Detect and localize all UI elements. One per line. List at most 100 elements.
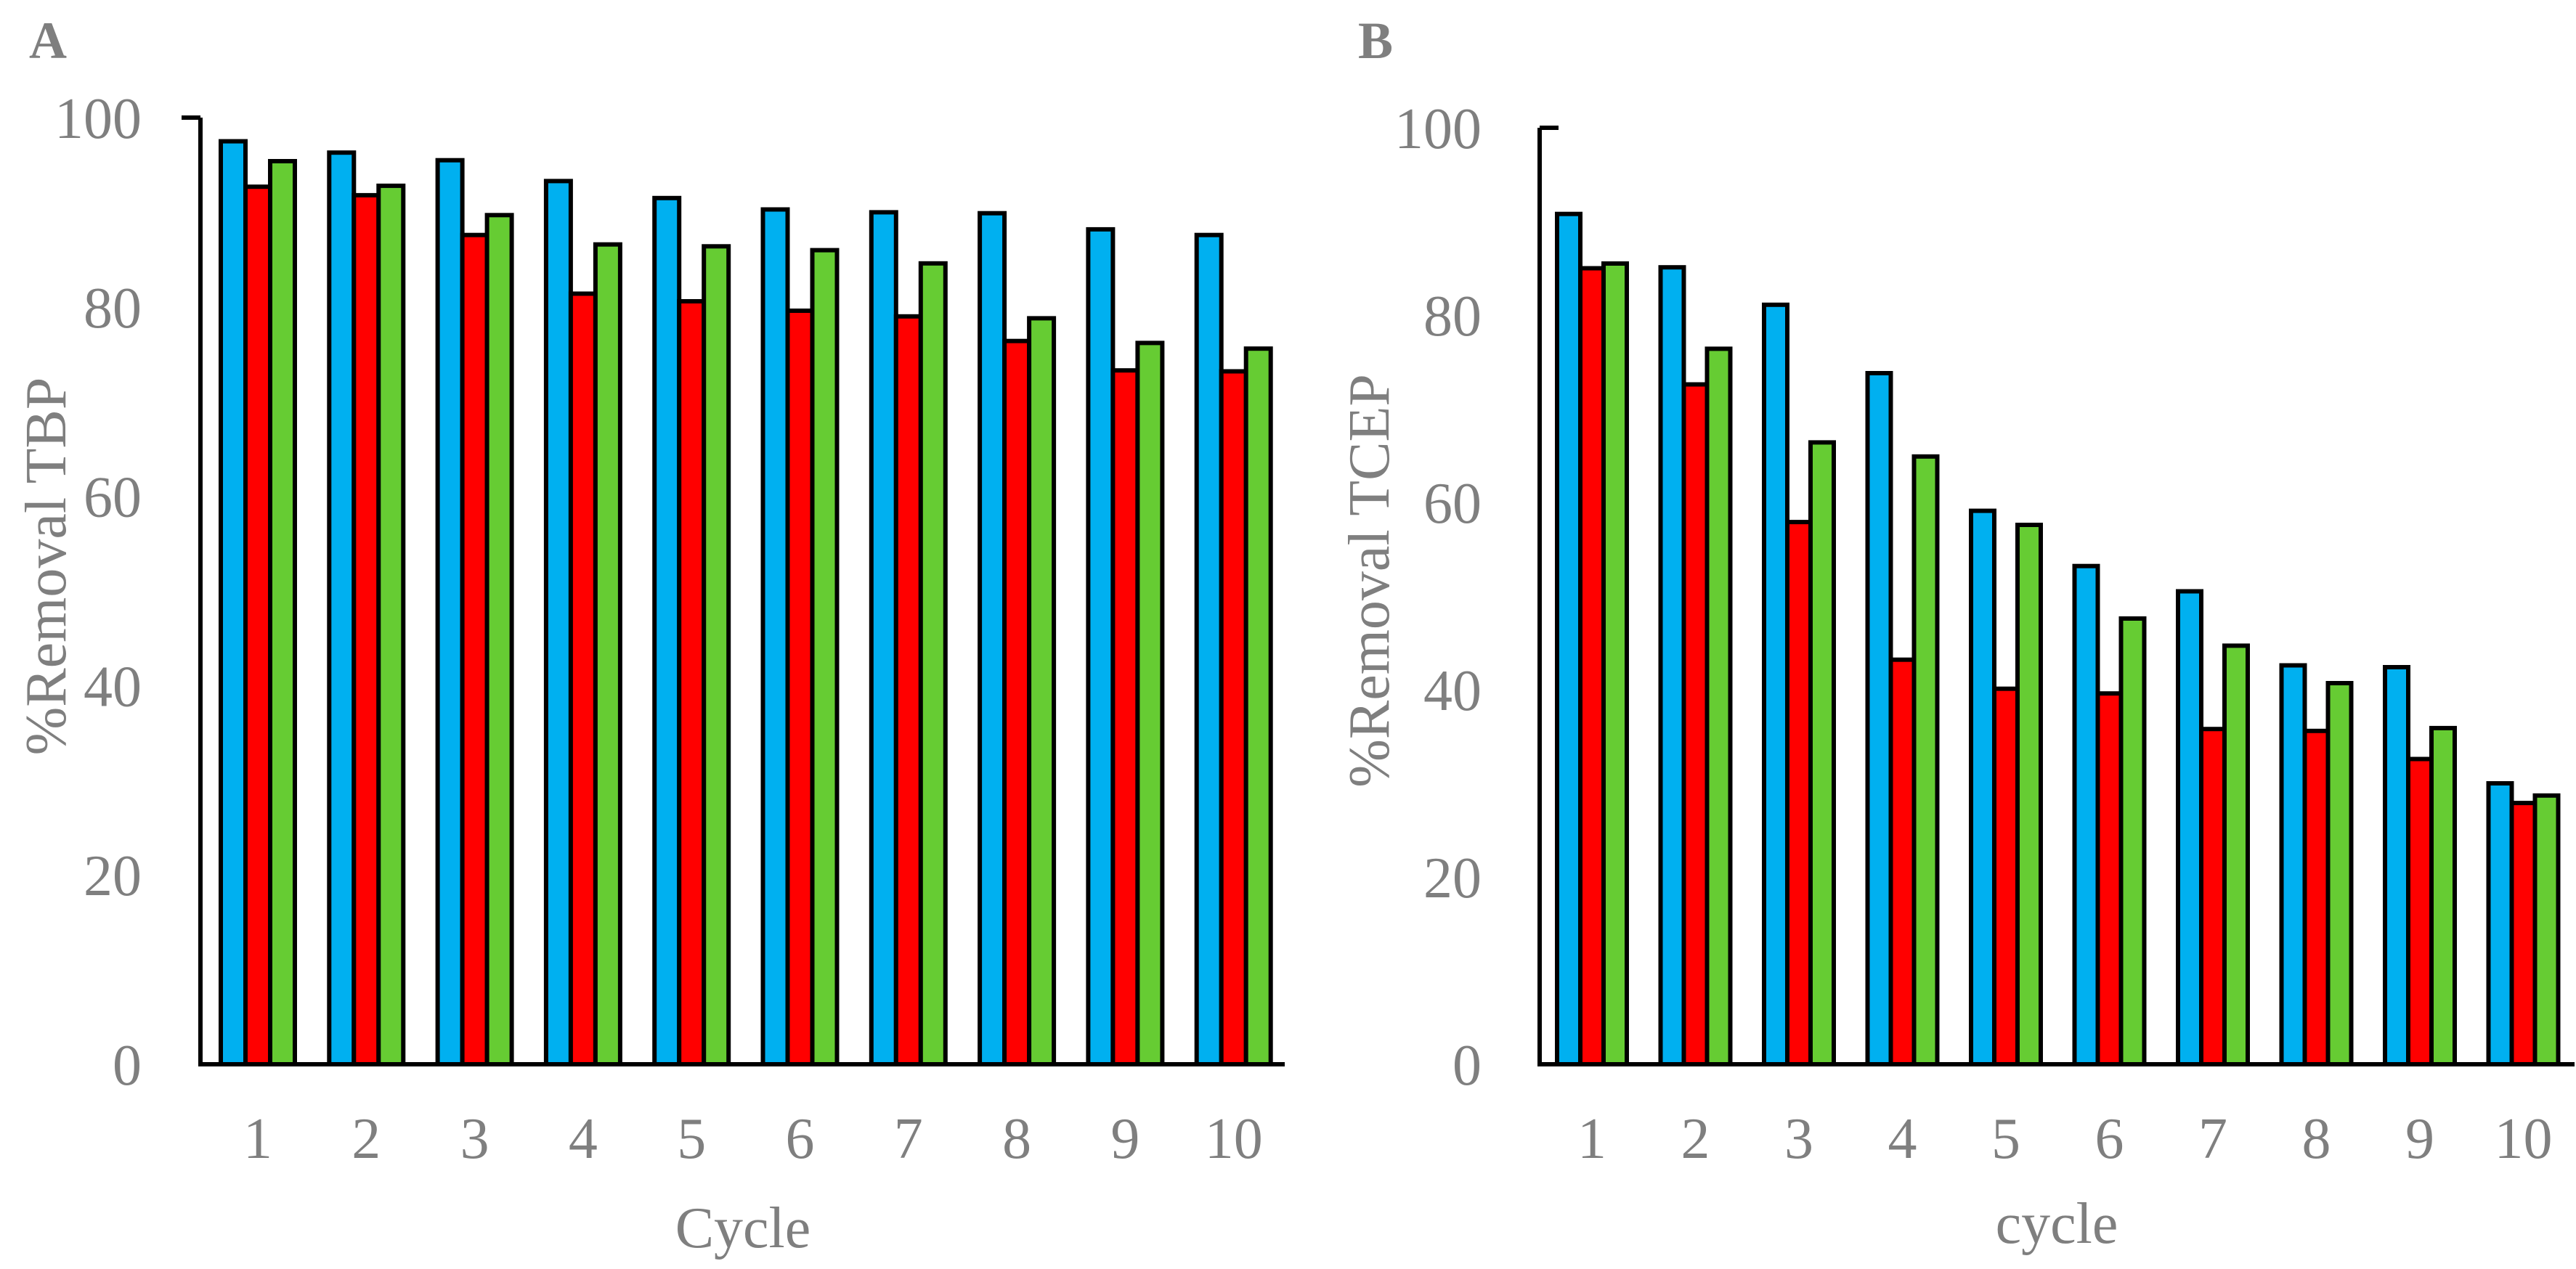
x-tick-label: 3	[1784, 1107, 1813, 1171]
bar-cycle-1-series-3	[268, 159, 297, 1066]
x-ticks-a: 1 2 3 4 5 6 7 8 9 10	[243, 1107, 1263, 1171]
bar-cycle-5-series-2	[1992, 686, 2020, 1066]
y-ticks-b: 0 20 40 60 80 100	[1394, 97, 1482, 1098]
y-axis-title-b: %Removal TCEP	[1338, 374, 1402, 788]
bar-cycle-2-series-2	[352, 192, 381, 1066]
y-tick-label: 40	[84, 655, 142, 719]
bar-cycle-1-series-1	[219, 139, 248, 1067]
bar-cycle-9-series-1	[1086, 227, 1116, 1066]
y-tick-label: 40	[1423, 659, 1482, 723]
bars-a	[219, 139, 1273, 1067]
panel-b: B 0 20 40 60 80 100 1 2 3 4 5 6 7 8 9 10 cycle %Remova…	[1338, 12, 2575, 1256]
bar-cycle-7-series-1	[2176, 589, 2203, 1066]
y-tick-label: 0	[113, 1034, 142, 1098]
bar-cycle-2-series-2	[1681, 382, 1710, 1066]
bar-cycle-2-series-1	[327, 150, 357, 1067]
bar-cycle-1-series-2	[243, 184, 272, 1067]
bar-cycle-7-series-3	[2222, 643, 2250, 1066]
bar-cycle-3-series-1	[435, 158, 465, 1067]
y-tick-label: 0	[1452, 1034, 1482, 1098]
bar-cycle-3-series-3	[1808, 440, 1836, 1066]
y-ticks-a: 0 20 40 60 80 100	[54, 87, 142, 1098]
x-tick-label: 8	[1002, 1107, 1031, 1171]
bar-cycle-5-series-2	[677, 299, 707, 1066]
x-tick-label: 10	[1205, 1107, 1263, 1171]
bar-cycle-7-series-2	[893, 314, 923, 1066]
x-tick-label: 7	[2198, 1107, 2227, 1171]
bar-cycle-9-series-1	[2383, 665, 2410, 1066]
x-tick-label: 10	[2495, 1107, 2553, 1171]
bar-cycle-3-series-2	[1785, 520, 1813, 1066]
x-tick-label: 2	[352, 1107, 381, 1171]
panel-letter-a: A	[29, 12, 67, 70]
x-tick-label: 1	[1577, 1107, 1606, 1171]
bar-cycle-6-series-1	[760, 207, 790, 1066]
bar-cycle-4-series-1	[543, 179, 573, 1066]
axes-a	[182, 115, 1285, 1066]
bar-cycle-3-series-3	[484, 213, 514, 1066]
y-tick-label: 80	[1423, 285, 1482, 348]
bar-cycle-7-series-1	[869, 210, 898, 1066]
bar-cycle-4-series-3	[1911, 454, 1940, 1066]
bar-cycle-7-series-2	[2199, 727, 2227, 1066]
bar-cycle-5-series-3	[2015, 523, 2043, 1066]
axes-b	[1537, 126, 2575, 1066]
bar-cycle-1-series-3	[1601, 261, 1629, 1066]
bar-cycle-8-series-1	[2279, 663, 2307, 1066]
panel-letter-b: B	[1358, 12, 1393, 70]
bar-cycle-6-series-3	[810, 248, 840, 1067]
y-tick-label: 100	[54, 87, 142, 151]
bar-cycle-3-series-1	[1762, 302, 1789, 1066]
x-tick-label: 7	[894, 1107, 923, 1171]
bar-cycle-4-series-2	[568, 291, 598, 1066]
bar-cycle-7-series-3	[918, 261, 948, 1066]
x-tick-label: 6	[786, 1107, 815, 1171]
bar-cycle-10-series-3	[2532, 793, 2561, 1067]
bar-cycle-10-series-2	[2509, 801, 2538, 1066]
bar-cycle-2-series-3	[376, 183, 406, 1066]
y-axis-title-a: %Removal TBP	[15, 378, 78, 756]
bar-cycle-6-series-2	[785, 309, 815, 1066]
y-tick-label: 60	[84, 466, 142, 530]
bar-cycle-9-series-2	[2406, 756, 2434, 1066]
x-tick-label: 5	[1991, 1107, 2020, 1171]
x-tick-label: 9	[1110, 1107, 1139, 1171]
x-tick-label: 4	[569, 1107, 598, 1171]
bar-cycle-5-series-1	[652, 195, 682, 1066]
y-tick-label: 60	[1423, 472, 1482, 536]
bar-cycle-5-series-1	[1969, 508, 1996, 1066]
bar-cycle-8-series-2	[1002, 338, 1032, 1066]
x-tick-label: 3	[460, 1107, 489, 1171]
bar-cycle-4-series-3	[593, 242, 622, 1067]
x-tick-label: 1	[243, 1107, 272, 1171]
bar-cycle-6-series-3	[2118, 616, 2147, 1066]
x-ticks-b: 1 2 3 4 5 6 7 8 9 10	[1577, 1107, 2553, 1171]
bar-cycle-6-series-2	[2095, 691, 2124, 1066]
bar-cycle-1-series-2	[1578, 266, 1606, 1066]
bar-cycle-10-series-3	[1243, 346, 1273, 1066]
bar-cycle-9-series-3	[1135, 340, 1165, 1066]
y-tick-label: 20	[84, 844, 142, 908]
bar-cycle-10-series-2	[1219, 369, 1248, 1066]
bar-cycle-5-series-3	[702, 244, 731, 1066]
x-axis-title-a: Cycle	[675, 1196, 811, 1260]
bar-cycle-2-series-3	[1705, 346, 1733, 1066]
x-tick-label: 5	[677, 1107, 706, 1171]
bar-cycle-10-series-1	[1194, 232, 1224, 1067]
bar-cycle-10-series-1	[2486, 781, 2514, 1066]
bar-cycle-8-series-3	[1027, 316, 1057, 1066]
y-tick-label: 80	[84, 277, 142, 340]
bar-cycle-9-series-3	[2429, 725, 2457, 1067]
bar-cycle-3-series-2	[460, 232, 489, 1067]
bar-cycle-8-series-3	[2325, 681, 2354, 1066]
y-tick-label: 100	[1394, 97, 1482, 161]
panel-a: A 0 20 40 60 80 100 1 2 3 4 5 6 7 8 9 10 Cycle %Remova…	[15, 12, 1285, 1260]
x-axis-title-b: cycle	[1996, 1192, 2118, 1256]
bar-cycle-6-series-1	[2072, 563, 2100, 1066]
bar-cycle-9-series-2	[1110, 368, 1140, 1066]
x-tick-label: 8	[2302, 1107, 2331, 1171]
y-tick-label: 20	[1423, 846, 1482, 910]
x-tick-label: 4	[1888, 1107, 1917, 1171]
bar-cycle-2-series-1	[1658, 265, 1686, 1067]
